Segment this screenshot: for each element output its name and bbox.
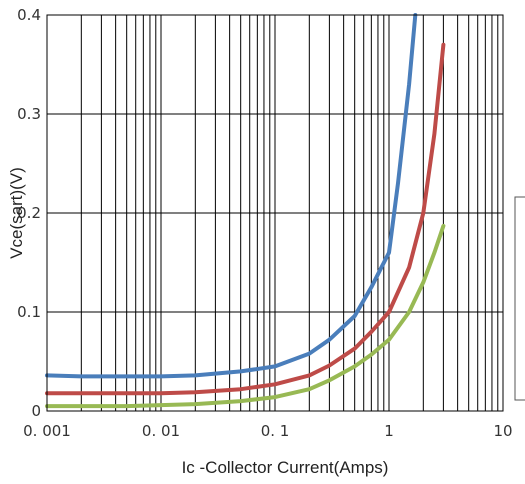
series-line-1 (45, 13, 418, 379)
gridlines (47, 15, 503, 411)
y-tick-label: 0 (31, 402, 41, 420)
y-tick-labels: 0 0.1 0.2 0.3 0.4 (17, 6, 41, 420)
y-tick-label: 0.2 (17, 204, 41, 222)
series-line-3 (45, 223, 446, 409)
x-tick-label: 0. 01 (142, 422, 180, 440)
legend-box (514, 196, 525, 401)
plot-frame (46, 14, 504, 412)
series-line-2 (45, 42, 446, 396)
series-lines (45, 13, 446, 409)
x-tick-labels: 0. 001 0. 01 0. 1 1 10 (23, 422, 512, 440)
x-tick-label: 0. 001 (23, 422, 71, 440)
x-tick-label: 1 (384, 422, 394, 440)
y-axis-label: Vce(sart)(V) (7, 167, 26, 259)
y-tick-label: 0.3 (17, 105, 41, 123)
y-tick-label: 0.4 (17, 6, 41, 24)
y-tick-label: 0.1 (17, 303, 41, 321)
x-axis-label: Ic -Collector Current(Amps) (182, 458, 389, 477)
x-tick-label: 0. 1 (261, 422, 290, 440)
x-tick-label: 10 (493, 422, 512, 440)
